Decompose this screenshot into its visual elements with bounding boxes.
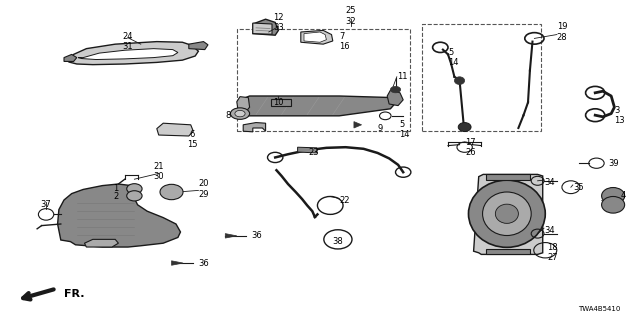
Polygon shape [387, 90, 403, 106]
Ellipse shape [235, 110, 245, 117]
Text: 38: 38 [333, 237, 343, 246]
Ellipse shape [160, 184, 183, 200]
Polygon shape [189, 42, 208, 50]
Ellipse shape [390, 86, 401, 93]
Polygon shape [253, 19, 278, 35]
Text: 18
27: 18 27 [547, 243, 558, 262]
Ellipse shape [127, 184, 142, 194]
Polygon shape [304, 32, 326, 42]
Text: 25
32: 25 32 [346, 6, 356, 26]
Ellipse shape [602, 196, 625, 213]
Ellipse shape [483, 192, 531, 236]
Text: 36: 36 [251, 231, 262, 240]
Polygon shape [225, 234, 237, 238]
Ellipse shape [230, 108, 250, 119]
Ellipse shape [495, 204, 518, 223]
Polygon shape [486, 174, 530, 180]
Text: 3
13: 3 13 [614, 106, 625, 125]
Polygon shape [157, 123, 193, 136]
Text: 24
31: 24 31 [123, 32, 133, 51]
Text: 10: 10 [273, 98, 284, 107]
Polygon shape [243, 123, 266, 132]
Ellipse shape [454, 77, 465, 84]
Text: 35: 35 [573, 183, 584, 192]
Text: 17
26: 17 26 [465, 138, 476, 157]
Polygon shape [58, 184, 180, 247]
Text: 7
16: 7 16 [339, 32, 350, 51]
Polygon shape [301, 30, 333, 44]
Text: 1: 1 [113, 184, 118, 193]
Polygon shape [354, 122, 362, 128]
Polygon shape [64, 54, 77, 61]
Text: 39: 39 [608, 159, 619, 168]
Polygon shape [253, 23, 272, 34]
Ellipse shape [458, 123, 471, 132]
Polygon shape [486, 249, 530, 254]
Ellipse shape [468, 180, 545, 247]
Text: FR.: FR. [64, 289, 84, 299]
Text: 9: 9 [378, 124, 383, 132]
Text: 22: 22 [339, 196, 349, 204]
Text: 37: 37 [41, 200, 51, 209]
Ellipse shape [127, 191, 142, 201]
Text: 34: 34 [544, 178, 555, 187]
Polygon shape [240, 96, 396, 116]
Polygon shape [237, 97, 250, 111]
Text: 8: 8 [225, 111, 230, 120]
Polygon shape [474, 174, 543, 254]
Text: 5
14: 5 14 [399, 120, 410, 139]
Text: TWA4B5410: TWA4B5410 [579, 306, 621, 312]
Text: 36: 36 [198, 259, 209, 268]
Text: 4: 4 [621, 191, 626, 200]
Text: 23: 23 [308, 148, 319, 156]
Text: 2: 2 [113, 192, 118, 201]
Bar [422, 24, 541, 131]
Text: 19
28: 19 28 [557, 22, 568, 42]
Text: 34: 34 [544, 226, 555, 235]
Text: 11: 11 [397, 72, 407, 81]
Polygon shape [172, 261, 183, 265]
Bar [237, 29, 410, 131]
Polygon shape [84, 239, 118, 247]
Polygon shape [78, 49, 178, 60]
Ellipse shape [602, 188, 625, 204]
Text: 5
14: 5 14 [448, 48, 458, 67]
Text: 21
30: 21 30 [154, 162, 164, 181]
Polygon shape [67, 42, 198, 65]
Text: 12
33: 12 33 [273, 13, 284, 32]
Text: 6
15: 6 15 [187, 130, 197, 149]
Polygon shape [298, 147, 317, 153]
Bar [271, 99, 291, 106]
Text: 20
29: 20 29 [198, 179, 209, 198]
